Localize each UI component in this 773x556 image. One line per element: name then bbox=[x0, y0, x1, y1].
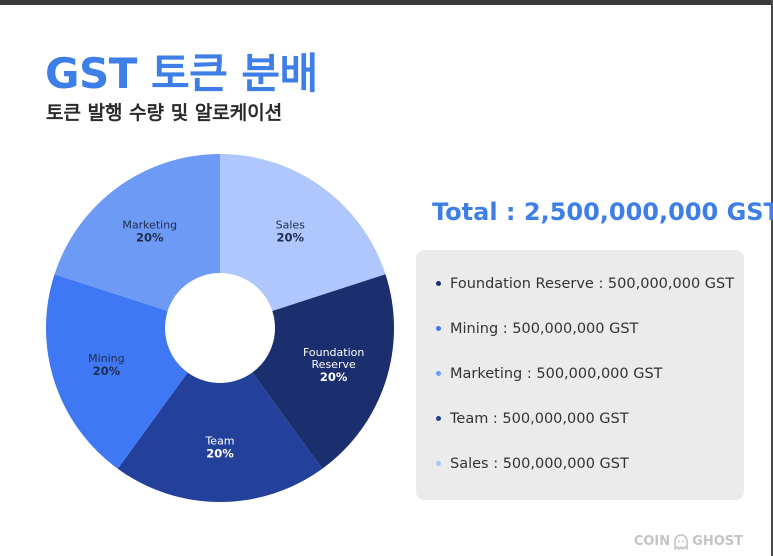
legend-item-mining: Mining : 500,000,000 GST bbox=[436, 319, 638, 339]
allocation-legend: Foundation Reserve : 500,000,000 GST Min… bbox=[416, 250, 744, 500]
legend-label: Sales : 500,000,000 GST bbox=[450, 456, 629, 472]
coinghost-logo: COIN GHOST bbox=[634, 532, 743, 552]
slice-value-label: 20% bbox=[320, 370, 348, 384]
legend-label: Foundation Reserve : 500,000,000 GST bbox=[450, 276, 735, 292]
slice-value-label: 20% bbox=[93, 364, 121, 378]
legend-item-sales: Sales : 500,000,000 GST bbox=[436, 454, 629, 474]
legend-bullet-icon bbox=[436, 415, 441, 421]
legend-item-marketing: Marketing : 500,000,000 GST bbox=[436, 364, 663, 384]
legend-bullet-icon bbox=[436, 280, 441, 286]
legend-bullet-icon bbox=[436, 325, 441, 331]
legend-item-team: Team : 500,000,000 GST bbox=[436, 409, 629, 429]
logo-text-ghost: GHOST bbox=[692, 534, 743, 549]
allocation-donut-chart: Sales20%FoundationReserve20%Team20%Minin… bbox=[46, 154, 394, 503]
pie-slice-team bbox=[117, 372, 323, 503]
pie-slice-foundation-reserve bbox=[252, 274, 394, 469]
total-supply: Total : 2,500,000,000 GST bbox=[432, 198, 773, 226]
slice-value-label: 20% bbox=[206, 447, 234, 461]
legend-label: Team : 500,000,000 GST bbox=[450, 411, 629, 427]
legend-item-foundation-reserve: Foundation Reserve : 500,000,000 GST bbox=[436, 274, 734, 294]
legend-label: Mining : 500,000,000 GST bbox=[450, 321, 639, 337]
slice-value-label: 20% bbox=[136, 230, 164, 244]
slice-value-label: 20% bbox=[276, 230, 304, 244]
slice-label: Team bbox=[204, 435, 234, 448]
slice-label: Foundation bbox=[303, 346, 364, 359]
slice-label: Mining bbox=[88, 352, 125, 365]
page-subtitle: 토큰 발행 수량 및 알로케이션 bbox=[46, 102, 283, 124]
legend-bullet-icon bbox=[436, 460, 441, 466]
ghost-icon bbox=[674, 534, 688, 550]
pie-slice-sales bbox=[220, 154, 386, 312]
logo-text-coin: COIN bbox=[633, 534, 671, 549]
legend-bullet-icon bbox=[436, 370, 441, 376]
window-right-edge bbox=[771, 0, 773, 556]
legend-label: Marketing : 500,000,000 GST bbox=[450, 366, 663, 382]
slice-label: Reserve bbox=[312, 358, 356, 371]
window-top-bar bbox=[0, 0, 773, 5]
slice-label: Sales bbox=[276, 218, 306, 231]
pie-slice-mining bbox=[46, 274, 188, 469]
pie-slice-marketing bbox=[54, 154, 220, 312]
page-title: GST 토큰 분배 bbox=[45, 49, 318, 98]
slice-label: Marketing bbox=[122, 218, 177, 231]
